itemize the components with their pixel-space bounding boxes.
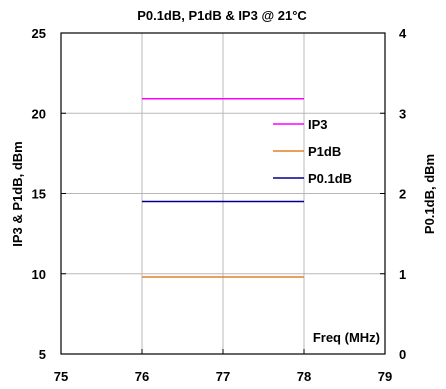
y-right-tick-label: 1 <box>399 267 406 282</box>
y-left-tick-label: 15 <box>32 187 46 202</box>
series <box>142 98 304 278</box>
grid <box>61 33 385 354</box>
chart-title: P0.1dB, P1dB & IP3 @ 21°C <box>137 8 307 23</box>
legend: IP3 P1dB P0.1dB <box>273 117 352 186</box>
x-tick-label: 78 <box>297 369 311 384</box>
y-right-tick-label: 2 <box>399 187 406 202</box>
y-right-tick-label: 4 <box>399 26 407 41</box>
x-tick-label: 75 <box>54 369 68 384</box>
x-axis-label: Freq (MHz) <box>313 330 380 345</box>
ticks: 75 76 77 78 79 5 10 15 20 25 0 1 2 3 4 <box>32 26 407 384</box>
legend-label: P0.1dB <box>308 171 352 186</box>
y-right-tick-label: 0 <box>399 347 406 362</box>
y-right-tick-label: 3 <box>399 106 406 121</box>
x-tick-label: 76 <box>135 369 149 384</box>
y-left-tick-label: 10 <box>32 267 46 282</box>
legend-label: IP3 <box>308 117 328 132</box>
y-left-tick-label: 25 <box>32 26 46 41</box>
y-left-tick-label: 20 <box>32 106 46 121</box>
y-axis-left-label: IP3 & P1dB, dBm <box>10 141 25 246</box>
x-tick-label: 79 <box>378 369 392 384</box>
y-axis-right-label: P0.1dB, dBm <box>422 154 437 234</box>
legend-label: P1dB <box>308 144 341 159</box>
y-left-tick-label: 5 <box>39 347 46 362</box>
x-tick-label: 77 <box>216 369 230 384</box>
